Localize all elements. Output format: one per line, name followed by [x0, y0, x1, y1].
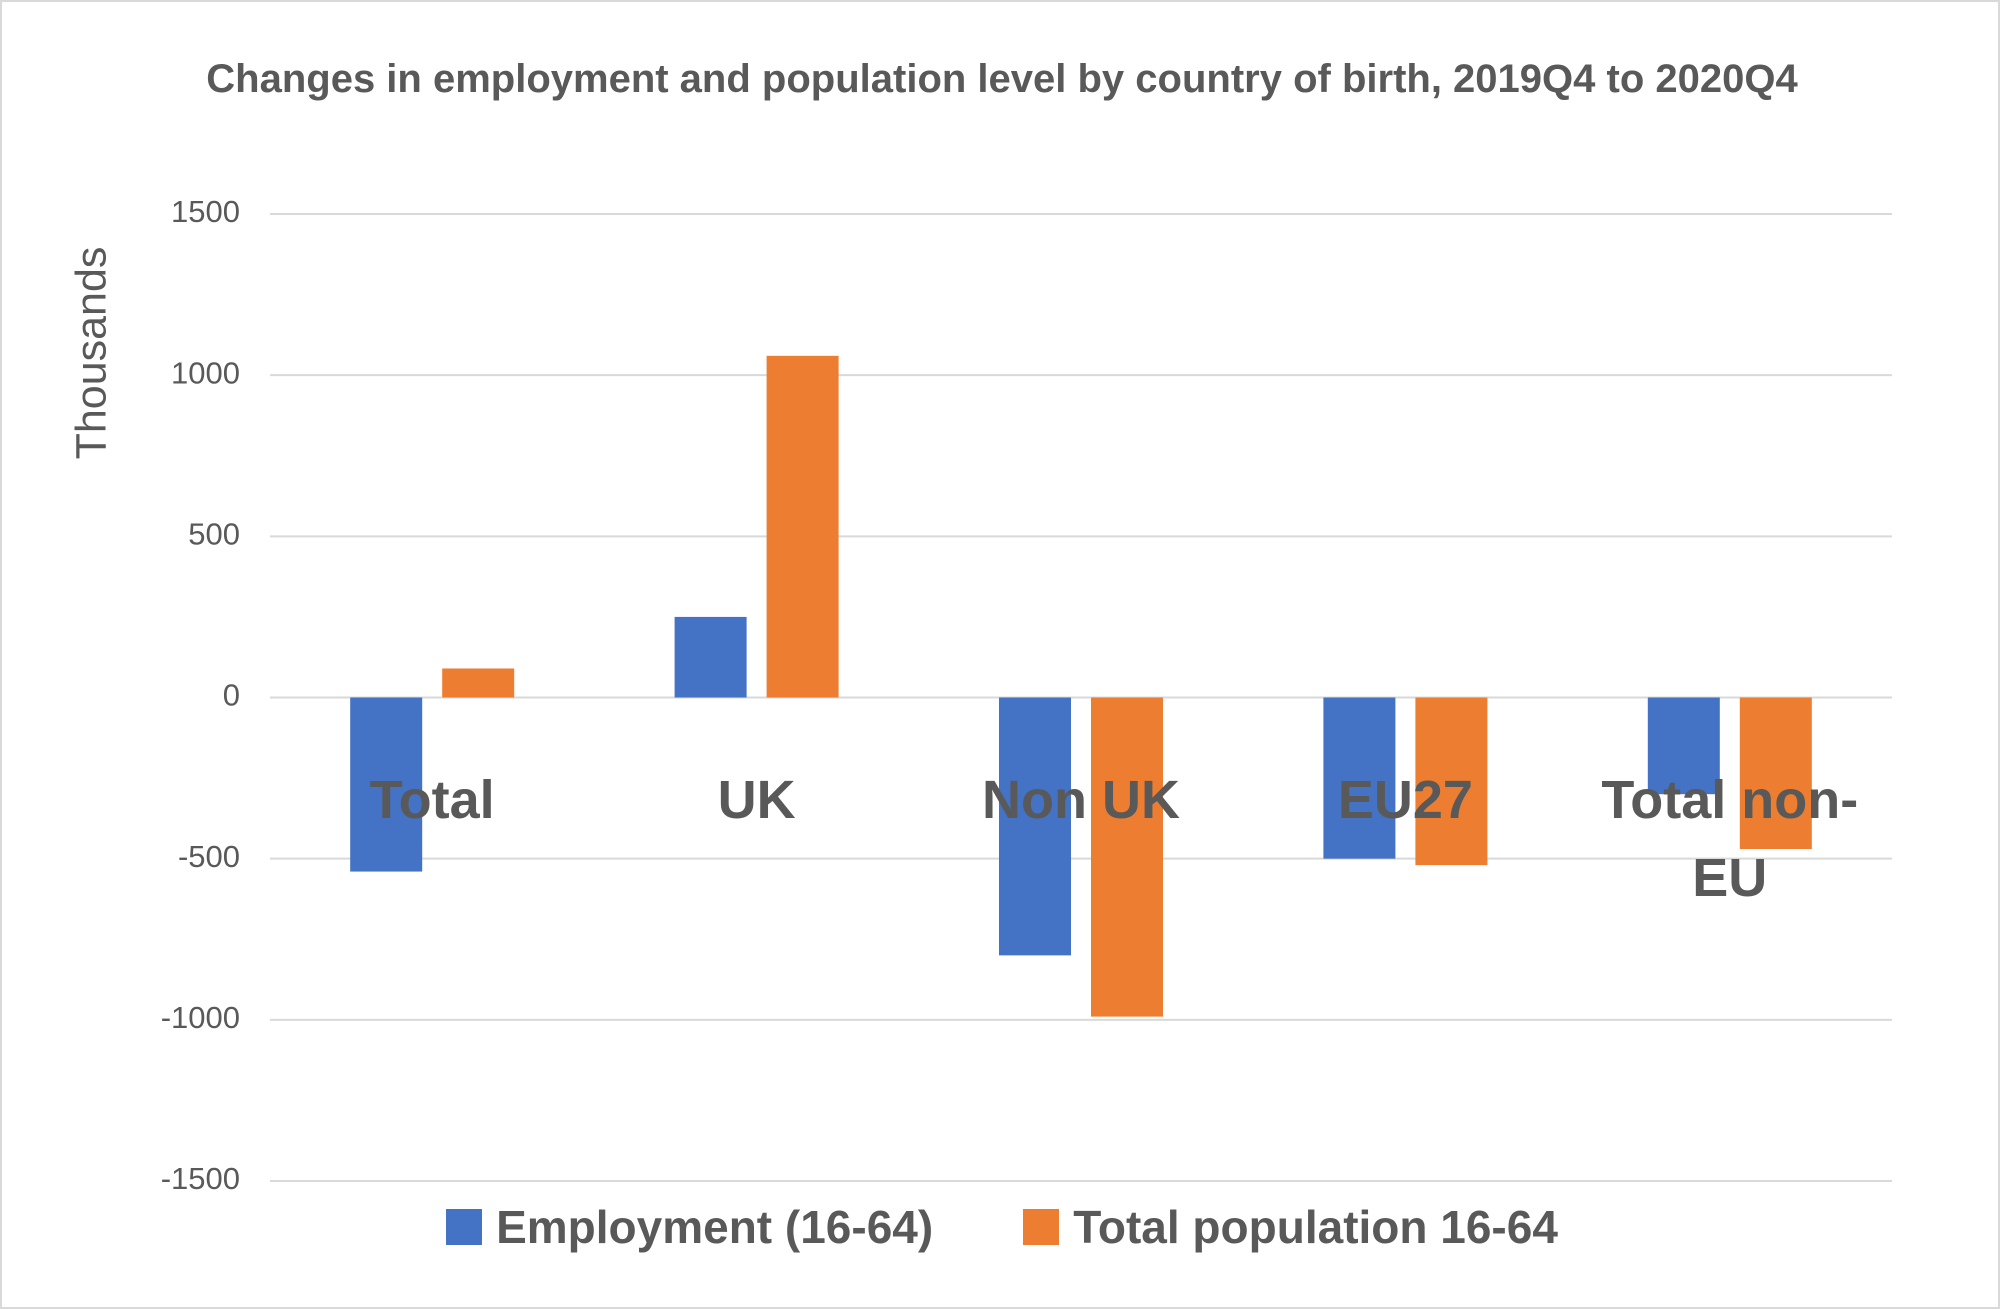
y-tick-label: 1500 — [171, 194, 240, 229]
x-tick-label: Non UK — [982, 769, 1180, 830]
bar — [1091, 697, 1163, 1017]
legend-label: Employment (16-64) — [496, 1201, 934, 1253]
bar — [674, 616, 747, 698]
y-tick-label: -1000 — [161, 1000, 240, 1035]
y-axis-label: Thousands — [67, 247, 115, 460]
chart-title: Changes in employment and population lev… — [206, 57, 1798, 101]
legend: Employment (16-64) Total population 16-64 — [2, 1200, 1998, 1254]
x-tick-label: Total non-EU — [1601, 769, 1859, 908]
legend-item: Total population 16-64 — [1023, 1200, 1558, 1254]
legend-label: Total population 16-64 — [1073, 1201, 1558, 1253]
y-tick-label: 0 — [223, 678, 240, 713]
x-tick-label: UK — [717, 769, 796, 830]
y-tick-label: 500 — [188, 517, 240, 552]
y-tick-label: 1000 — [171, 355, 240, 390]
legend-swatch — [1023, 1209, 1060, 1245]
bar — [1415, 697, 1488, 866]
legend-swatch — [446, 1209, 483, 1245]
bar — [999, 697, 1071, 956]
bar — [442, 668, 515, 698]
y-tick-label: -1500 — [161, 1161, 240, 1196]
bar — [1323, 697, 1396, 859]
x-tick-label: EU27 — [1337, 769, 1473, 830]
x-tick-label: Total — [369, 769, 495, 830]
bar — [1647, 697, 1720, 795]
y-tick-label: -500 — [178, 839, 240, 874]
legend-item: Employment (16-64) — [446, 1200, 933, 1254]
bar — [1739, 697, 1812, 849]
bar — [766, 355, 839, 698]
bar — [350, 697, 423, 872]
